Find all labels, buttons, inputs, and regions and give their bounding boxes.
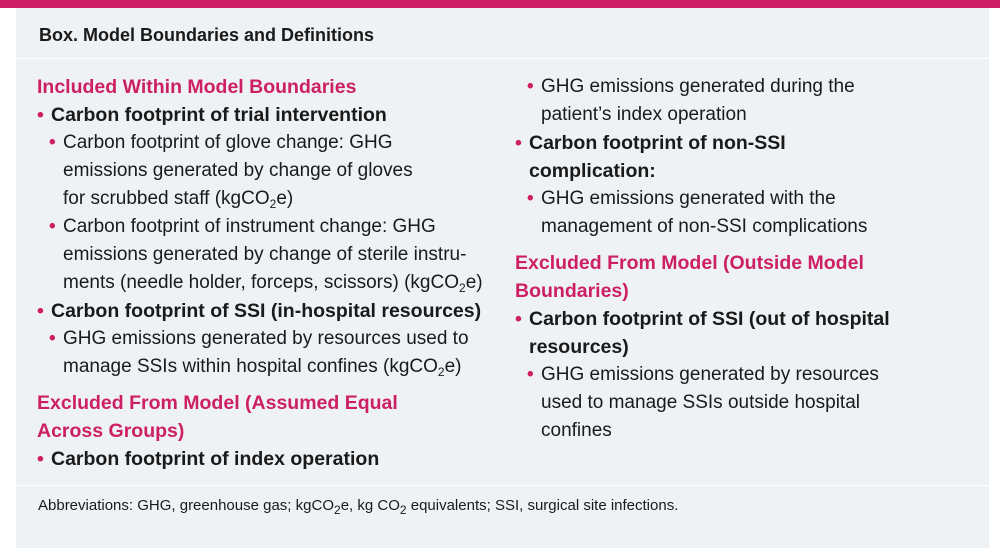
abbreviations-note: Abbreviations: GHG, greenhouse gas; kgCO… bbox=[38, 497, 679, 517]
non-ssi-detail: • GHG emissions generated with the manag… bbox=[515, 185, 886, 241]
bullet-icon: • bbox=[515, 308, 522, 330]
ssi-outside-detail: • GHG emissions generated by resources u… bbox=[515, 361, 891, 445]
title-divider bbox=[16, 58, 989, 59]
included-heading: Included Within Model Boundaries bbox=[37, 76, 357, 98]
ssi-hospital-text: GHG emissions generated by resources use… bbox=[63, 328, 469, 377]
subscript: 2 bbox=[334, 503, 341, 517]
index-operation-label: Carbon footprint of index operation bbox=[51, 448, 380, 470]
instrument-change-text: Carbon footprint of instrument change: G… bbox=[63, 216, 467, 293]
subscript: 2 bbox=[269, 197, 277, 211]
non-ssi-label: Carbon footprint of non-SSI complication… bbox=[529, 132, 786, 182]
trial-intervention-label: Carbon footprint of trial intervention bbox=[51, 104, 387, 126]
subscript: 2 bbox=[437, 365, 445, 379]
subscript: 2 bbox=[459, 281, 466, 295]
instrument-change-suffix: e) bbox=[465, 272, 483, 293]
ssi-hospital-label: Carbon footprint of SSI (in-hospital res… bbox=[51, 300, 482, 322]
non-ssi-text: GHG emissions generated with the managem… bbox=[541, 188, 868, 237]
box-title: Box. Model Boundaries and Definitions bbox=[39, 25, 375, 45]
trial-intervention-item: • Carbon footprint of trial intervention bbox=[37, 101, 497, 129]
bullet-icon: • bbox=[527, 76, 534, 97]
ssi-outside-item: • Carbon footprint of SSI (out of hospit… bbox=[515, 305, 904, 361]
bullet-icon: • bbox=[515, 132, 522, 154]
index-operation-text: GHG emissions generated during the patie… bbox=[541, 76, 855, 125]
abbreviations-text-3: equivalents; SSI, surgical site infectio… bbox=[406, 497, 679, 514]
ssi-outside-text: GHG emissions generated by resources use… bbox=[541, 364, 879, 441]
glove-change-suffix: e) bbox=[276, 188, 294, 209]
left-column: Included Within Model Boundaries • Carbo… bbox=[37, 73, 497, 473]
definitions-box: Box. Model Boundaries and Definitions In… bbox=[16, 8, 989, 548]
right-column: • GHG emissions generated during the pat… bbox=[515, 73, 985, 445]
index-operation-item: • Carbon footprint of index operation bbox=[37, 445, 497, 473]
ssi-hospital-suffix: e) bbox=[444, 356, 462, 377]
bullet-icon: • bbox=[527, 188, 534, 209]
glove-change-text: Carbon footprint of glove change: GHG em… bbox=[63, 132, 413, 209]
glove-change-item: • Carbon footprint of glove change: GHG … bbox=[37, 129, 423, 213]
index-operation-detail: • GHG emissions generated during the pat… bbox=[515, 73, 881, 129]
top-accent-bar bbox=[0, 0, 1000, 8]
bullet-icon: • bbox=[49, 216, 56, 237]
footer-divider bbox=[16, 485, 989, 486]
abbreviations-text-2: e, kg CO bbox=[340, 497, 400, 514]
instrument-change-item: • Carbon footprint of instrument change:… bbox=[37, 213, 483, 297]
bullet-icon: • bbox=[49, 328, 56, 349]
bullet-icon: • bbox=[49, 132, 56, 153]
bullet-icon: • bbox=[37, 448, 44, 470]
ssi-outside-label: Carbon footprint of SSI (out of hospital… bbox=[529, 308, 890, 358]
bullet-icon: • bbox=[527, 364, 534, 385]
ssi-hospital-item: • Carbon footprint of SSI (in-hospital r… bbox=[37, 297, 497, 325]
excluded-outside-heading: Excluded From Model (Outside Model Bound… bbox=[515, 252, 864, 302]
abbreviations-text-1: Abbreviations: GHG, greenhouse gas; kgCO bbox=[38, 497, 334, 514]
bullet-icon: • bbox=[37, 300, 44, 322]
subscript: 2 bbox=[399, 503, 407, 517]
bullet-icon: • bbox=[37, 104, 44, 126]
excluded-equal-heading: Excluded From Model (Assumed Equal Acros… bbox=[37, 392, 398, 442]
ssi-hospital-detail: • GHG emissions generated by resources u… bbox=[37, 325, 493, 381]
non-ssi-item: • Carbon footprint of non-SSI complicati… bbox=[515, 129, 819, 185]
